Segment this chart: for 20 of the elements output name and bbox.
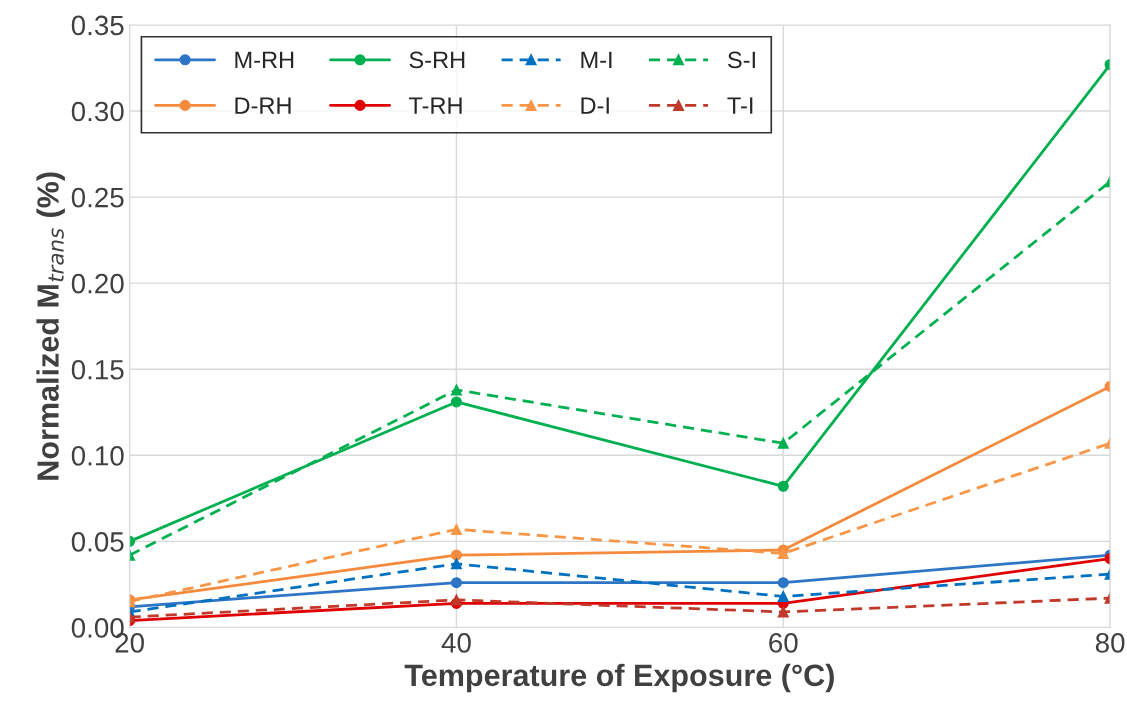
legend-label: S-RH <box>409 51 465 69</box>
x-tick-label: 40 <box>441 633 471 653</box>
y-tick-label: 0.20 <box>71 273 124 294</box>
legend-label: T-I <box>727 97 753 114</box>
y-tick-label: 0.35 <box>71 15 124 36</box>
legend-label: S-I <box>728 51 755 69</box>
y-tick-label: 0.10 <box>71 445 124 466</box>
y-tick-label: 0.25 <box>71 187 124 208</box>
legend-label: T-RH <box>408 97 462 114</box>
x-tick-label: 80 <box>1095 633 1125 653</box>
legend-label: M-I <box>581 51 612 69</box>
legend-label: D-RH <box>235 97 291 114</box>
x-tick-label: 60 <box>769 633 798 653</box>
y-tick-label: 0.05 <box>71 532 124 552</box>
y-axis-title: Normalized M$_{trans}$ (%) <box>36 172 65 480</box>
legend-label: M-RH <box>235 51 294 69</box>
y-tick-label: 0.15 <box>71 359 124 380</box>
y-tick-label: 0.30 <box>71 101 124 122</box>
legend-label: D-I <box>581 97 609 114</box>
x-axis-title: Temperature of Exposure (°C) <box>404 663 834 693</box>
